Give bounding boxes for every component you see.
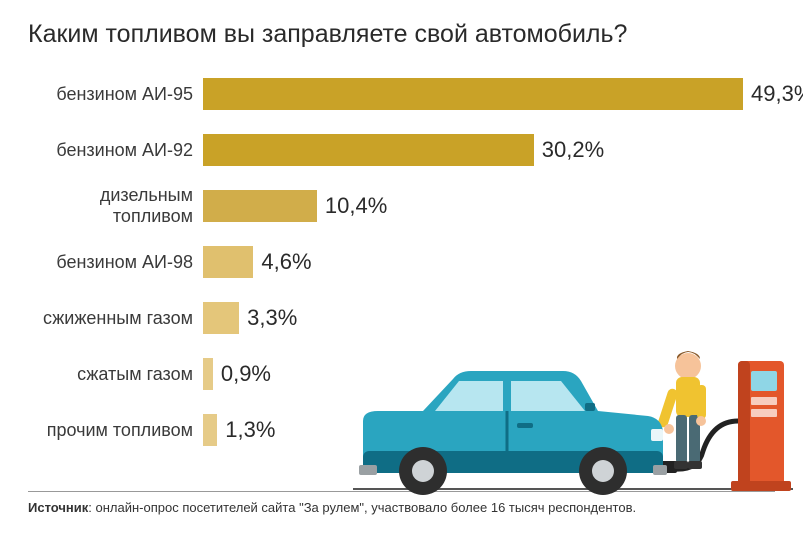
row-value: 3,3% <box>247 305 297 331</box>
car-fueling-illustration <box>353 311 793 501</box>
row-label: бензином АИ-95 <box>28 84 203 105</box>
bar <box>203 190 317 222</box>
row-value: 4,6% <box>261 249 311 275</box>
bar <box>203 78 743 110</box>
bar-area: 49,3% <box>203 78 803 110</box>
bar <box>203 246 253 278</box>
row-label: сжатым газом <box>28 364 203 385</box>
bar <box>203 414 217 446</box>
chart-row: бензином АИ-98 4,6% <box>28 245 775 279</box>
row-label: прочим топливом <box>28 420 203 441</box>
bar <box>203 134 534 166</box>
row-value: 49,3% <box>751 81 803 107</box>
bar <box>203 358 213 390</box>
row-label: сжиженным газом <box>28 308 203 329</box>
row-value: 0,9% <box>221 361 271 387</box>
bar <box>203 302 239 334</box>
chart-row: бензином АИ-9549,3% <box>28 77 775 111</box>
source-line: Источник: онлайн-опрос посетителей сайта… <box>28 500 775 515</box>
chart-title: Каким топливом вы заправляете свой автом… <box>28 20 775 49</box>
row-label: дизельным топливом <box>28 185 203 227</box>
source-label: Источник <box>28 500 88 515</box>
row-label: бензином АИ-98 <box>28 252 203 273</box>
row-value: 30,2% <box>542 137 604 163</box>
row-value: 10,4% <box>325 193 387 219</box>
row-value: 1,3% <box>225 417 275 443</box>
source-text: : онлайн-опрос посетителей сайта "За рул… <box>88 500 636 515</box>
bar-area: 30,2% <box>203 134 775 166</box>
bar-area: 4,6% <box>203 246 775 278</box>
chart-row: бензином АИ-92 30,2% <box>28 133 775 167</box>
row-label: бензином АИ-92 <box>28 140 203 161</box>
chart-row: дизельным топливом10,4% <box>28 189 775 223</box>
bar-area: 10,4% <box>203 190 775 222</box>
